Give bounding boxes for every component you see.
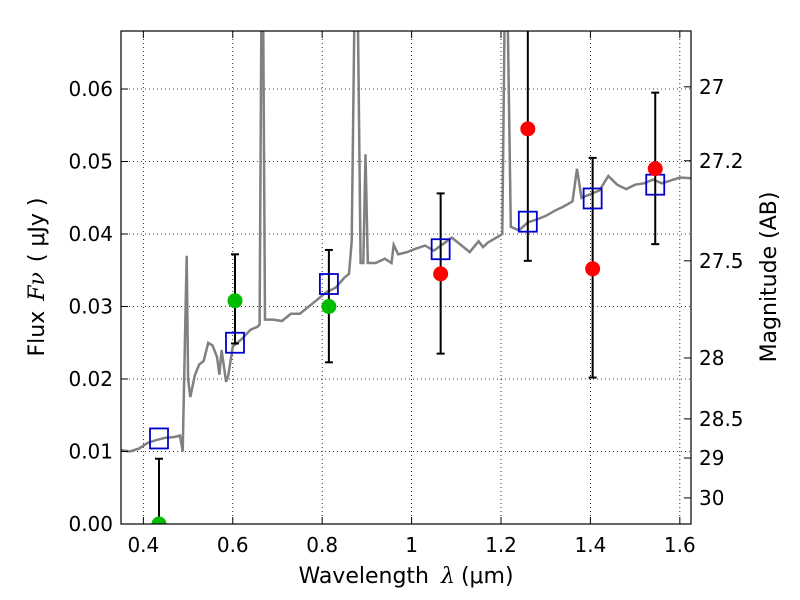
x-tick-label: 1.6 (664, 533, 696, 557)
x-tick-label: 0.8 (306, 533, 338, 557)
x-tick-label: 1 (405, 533, 418, 557)
y2-axis-label: Magnitude (AB) (757, 192, 782, 363)
model-point-square (318, 273, 339, 295)
observed-point-circle (227, 293, 243, 309)
y2-tick-label: 28 (699, 346, 724, 370)
y2-axis-ticks: 27 27.2 27.5 28 28.5 29 30 (684, 75, 744, 510)
y2-tick-label: 29 (699, 446, 724, 470)
error-bars (155, 31, 660, 524)
observed-point-circle (433, 266, 449, 282)
y2-tick-label: 27.2 (699, 149, 744, 173)
x-axis-label: Wavelength λ (μm) (298, 564, 513, 589)
y-axis-ticks: 0.00 0.01 0.02 0.03 0.04 0.05 0.06 (68, 77, 128, 536)
y-tick-label: 0.02 (68, 367, 113, 391)
y-tick-label: 0.05 (68, 150, 113, 174)
plot-frame (120, 30, 692, 525)
spectrum-line (121, 31, 691, 453)
x-tick-label: 1.4 (575, 533, 607, 557)
x-tick-label: 0.4 (127, 533, 159, 557)
observed-point-circle (321, 299, 337, 314)
y-tick-label: 0.00 (68, 512, 113, 536)
x-tick-label: 1.2 (485, 533, 517, 557)
y-tick-label: 0.01 (68, 440, 113, 464)
y2-tick-label: 28.5 (699, 407, 744, 431)
y2-tick-label: 27 (699, 75, 724, 99)
x-tick-label: 0.6 (217, 533, 249, 557)
x-axis-ticks: 0.4 0.6 0.8 1 1.2 1.4 1.6 (127, 31, 696, 557)
observed-point-circle (520, 121, 536, 137)
grid-lines (121, 31, 691, 525)
model-point-square (149, 427, 169, 450)
y-tick-label: 0.03 (68, 295, 113, 319)
y-axis-label: FluxFν( μJy ) (25, 197, 50, 356)
y2-tick-label: 30 (699, 486, 724, 510)
y2-tick-label: 27.5 (699, 249, 744, 273)
observed-point-circle (151, 516, 167, 524)
y-tick-label: 0.04 (68, 222, 113, 246)
model-point-square (225, 331, 245, 354)
model-point-square (430, 238, 451, 261)
observed-point-circle (647, 161, 663, 177)
model-point-square (517, 210, 538, 233)
observed-point-circle (585, 261, 601, 277)
plot-content (121, 31, 691, 524)
data-markers (149, 121, 666, 524)
model-point-square (582, 187, 603, 210)
y-tick-label: 0.06 (68, 77, 113, 101)
